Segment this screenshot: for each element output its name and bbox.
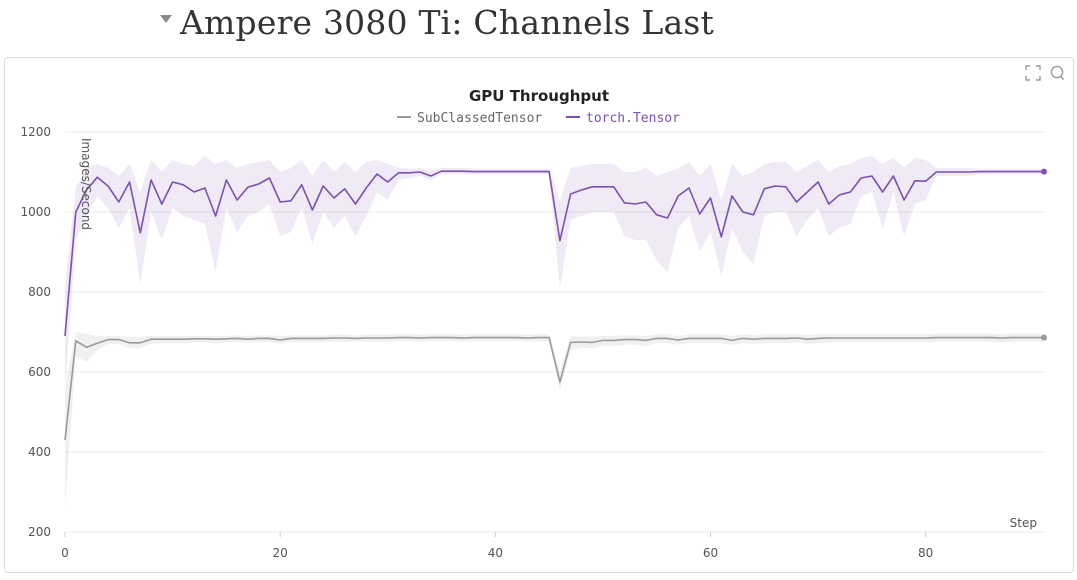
legend: SubClassedTensor torch.Tensor [397, 111, 680, 126]
grid [65, 131, 1044, 533]
line-subclassedtensor[interactable] [64, 336, 1044, 441]
x-tick-label: 60 [703, 546, 718, 560]
comment-icon[interactable] [1049, 65, 1065, 81]
section-title: Ampere 3080 Ti: Channels Last [180, 2, 714, 42]
expand-icon[interactable] [1025, 65, 1041, 81]
x-axis-label: Step [1010, 516, 1037, 530]
legend-label-subclassedtensor[interactable]: SubClassedTensor [417, 111, 542, 126]
x-tick-label: 40 [488, 546, 503, 560]
x-axis-ticks: 0 20 40 60 80 [61, 532, 933, 560]
chart-title: GPU Throughput [469, 87, 609, 105]
y-tick-label: 400 [28, 445, 51, 459]
chart-panel [4, 57, 1074, 573]
y-axis-ticks: 200 400 600 800 1000 1200 [20, 125, 51, 539]
x-tick-label: 80 [918, 546, 933, 560]
legend-label-torch-tensor[interactable]: torch.Tensor [586, 111, 680, 126]
confidence-bands [65, 156, 1044, 508]
y-tick-label: 1000 [20, 205, 51, 219]
series-lines [64, 168, 1047, 441]
x-tick-label: 20 [273, 546, 288, 560]
endpoint-torch-tensor [1041, 168, 1047, 175]
x-tick-label: 0 [61, 546, 69, 560]
y-axis-label: Images/Second [79, 138, 93, 230]
section-header[interactable]: Ampere 3080 Ti: Channels Last [160, 0, 714, 44]
y-tick-label: 800 [28, 285, 51, 299]
band-torch-tensor [65, 156, 1044, 388]
endpoint-subclassedtensor [1041, 334, 1047, 341]
y-tick-label: 200 [28, 525, 51, 539]
panel-toolbar [1025, 65, 1065, 81]
y-tick-label: 600 [28, 365, 51, 379]
y-tick-label: 1200 [20, 125, 51, 139]
collapse-caret-icon[interactable] [160, 15, 172, 23]
line-torch-tensor[interactable] [64, 170, 1044, 337]
